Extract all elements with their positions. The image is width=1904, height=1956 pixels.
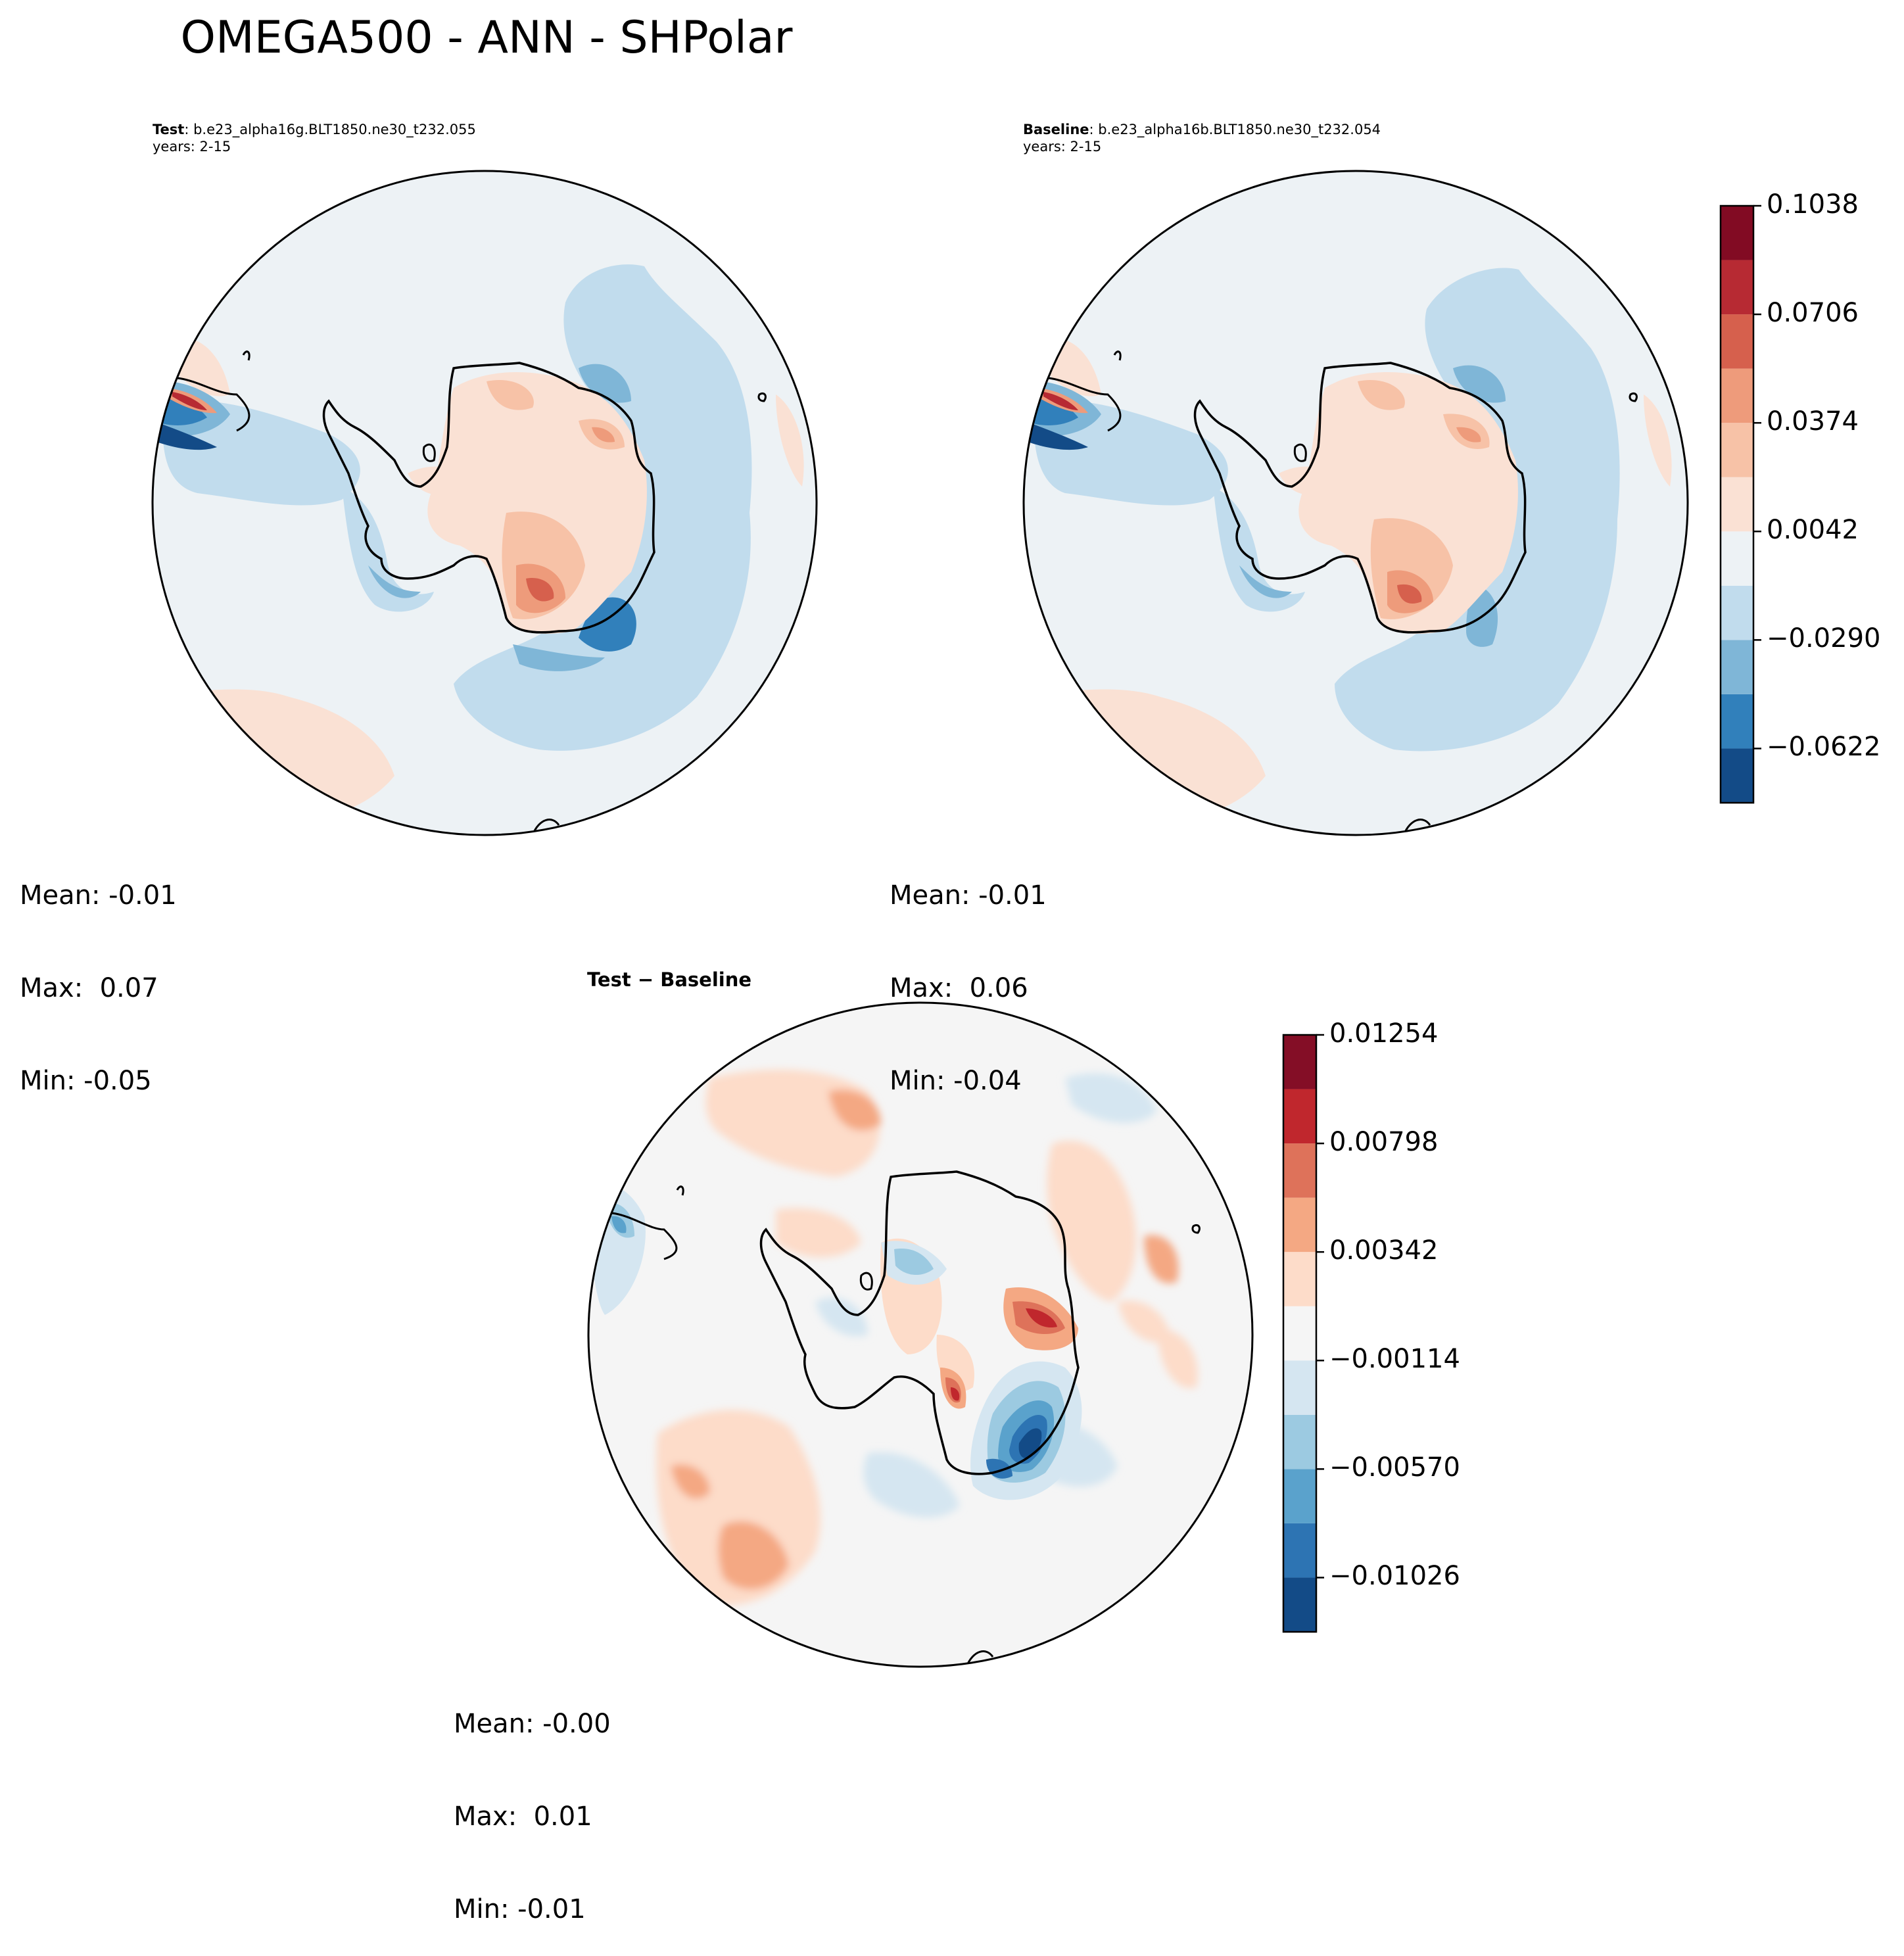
difference-colorbar-segment [1283, 1523, 1316, 1578]
test-baseline-colorbar-segment [1721, 314, 1753, 369]
test-baseline-colorbar-segment [1721, 748, 1753, 803]
test-years: years: 2-15 [153, 139, 231, 155]
test-mean: Mean: -0.01 [20, 880, 177, 911]
test-baseline-colorbar-tick-label: 0.1038 [1767, 189, 1859, 220]
difference-colorbar-segment [1283, 1143, 1316, 1198]
test-baseline-colorbar-tick-label: 0.0042 [1767, 515, 1859, 546]
difference-colorbar-tick-label: −0.00114 [1329, 1344, 1460, 1375]
baseline-min: Min: -0.04 [890, 1066, 1022, 1096]
baseline-label: Baseline [1023, 122, 1089, 137]
difference-colorbar-segment [1283, 1469, 1316, 1523]
difference-map [587, 1001, 1254, 1668]
test-baseline-colorbar-tick-label: 0.0706 [1767, 298, 1859, 329]
baseline-years: years: 2-15 [1023, 139, 1102, 155]
difference-min: Min: -0.01 [454, 1894, 586, 1924]
difference-colorbar-frame [1282, 1034, 1318, 1633]
baseline-max: Max: 0.06 [890, 973, 1028, 1003]
test-map [151, 170, 818, 836]
test-baseline-colorbar-frame [1719, 204, 1755, 804]
test-baseline-colorbar-tick-label: −0.0290 [1767, 623, 1881, 654]
test-baseline-colorbar-segment [1721, 694, 1753, 749]
test-baseline-colorbar-segment [1721, 368, 1753, 423]
test-label: Test [153, 122, 185, 137]
difference-colorbar-tick-label: −0.00570 [1329, 1452, 1460, 1483]
figure-title: OMEGA500 - ANN - SHPolar [180, 12, 793, 64]
difference-colorbar-tick-label: 0.01254 [1329, 1018, 1439, 1049]
difference-colorbar-tick-label: −0.01026 [1329, 1561, 1460, 1592]
test-baseline-colorbar-segment [1721, 531, 1753, 586]
baseline-map [1022, 170, 1689, 836]
test-baseline-colorbar-segment [1721, 477, 1753, 532]
difference-colorbar-segment [1283, 1306, 1316, 1361]
difference-panel-title: Test − Baseline [587, 968, 752, 991]
test-case-name: : b.e23_alpha16g.BLT1850.ne30_t232.055 [184, 122, 476, 137]
baseline-stats: Mean: -0.01 Max: 0.06 Min: -0.04 [890, 819, 1047, 1128]
difference-colorbar-segment [1283, 1089, 1316, 1144]
test-stats: Mean: -0.01 Max: 0.07 Min: -0.05 [20, 819, 177, 1128]
test-baseline-colorbar-tick-label: −0.0622 [1767, 732, 1881, 763]
difference-colorbar-segment [1283, 1360, 1316, 1415]
difference-colorbar [1282, 1034, 1324, 1633]
difference-colorbar-segment [1283, 1414, 1316, 1469]
difference-colorbar-tick-label: 0.00798 [1329, 1127, 1439, 1158]
test-baseline-colorbar [1719, 204, 1761, 804]
test-baseline-colorbar-segment [1721, 423, 1753, 477]
test-baseline-colorbar-segment [1721, 585, 1753, 640]
difference-colorbar-segment [1283, 1252, 1316, 1306]
test-baseline-colorbar-segment [1721, 640, 1753, 694]
test-baseline-colorbar-segment [1721, 260, 1753, 315]
difference-colorbar-segment [1283, 1197, 1316, 1252]
figure-canvas [151, 170, 1761, 1668]
test-min: Min: -0.05 [20, 1066, 152, 1096]
test-baseline-colorbar-segment [1721, 206, 1753, 260]
difference-colorbar-tick-label: 0.00342 [1329, 1235, 1439, 1266]
difference-max: Max: 0.01 [454, 1801, 592, 1832]
difference-colorbar-segment [1283, 1577, 1316, 1632]
test-max: Max: 0.07 [20, 973, 158, 1003]
difference-stats: Mean: -0.00 Max: 0.01 Min: -0.01 [454, 1647, 611, 1956]
test-panel-title: Test: b.e23_alpha16g.BLT1850.ne30_t232.0… [153, 121, 476, 155]
baseline-mean: Mean: -0.01 [890, 880, 1047, 911]
baseline-case-name: : b.e23_alpha16b.BLT1850.ne30_t232.054 [1089, 122, 1381, 137]
difference-colorbar-segment [1283, 1035, 1316, 1089]
baseline-panel-title: Baseline: b.e23_alpha16b.BLT1850.ne30_t2… [1023, 121, 1381, 155]
difference-mean: Mean: -0.00 [454, 1709, 611, 1739]
test-baseline-colorbar-tick-label: 0.0374 [1767, 406, 1859, 437]
